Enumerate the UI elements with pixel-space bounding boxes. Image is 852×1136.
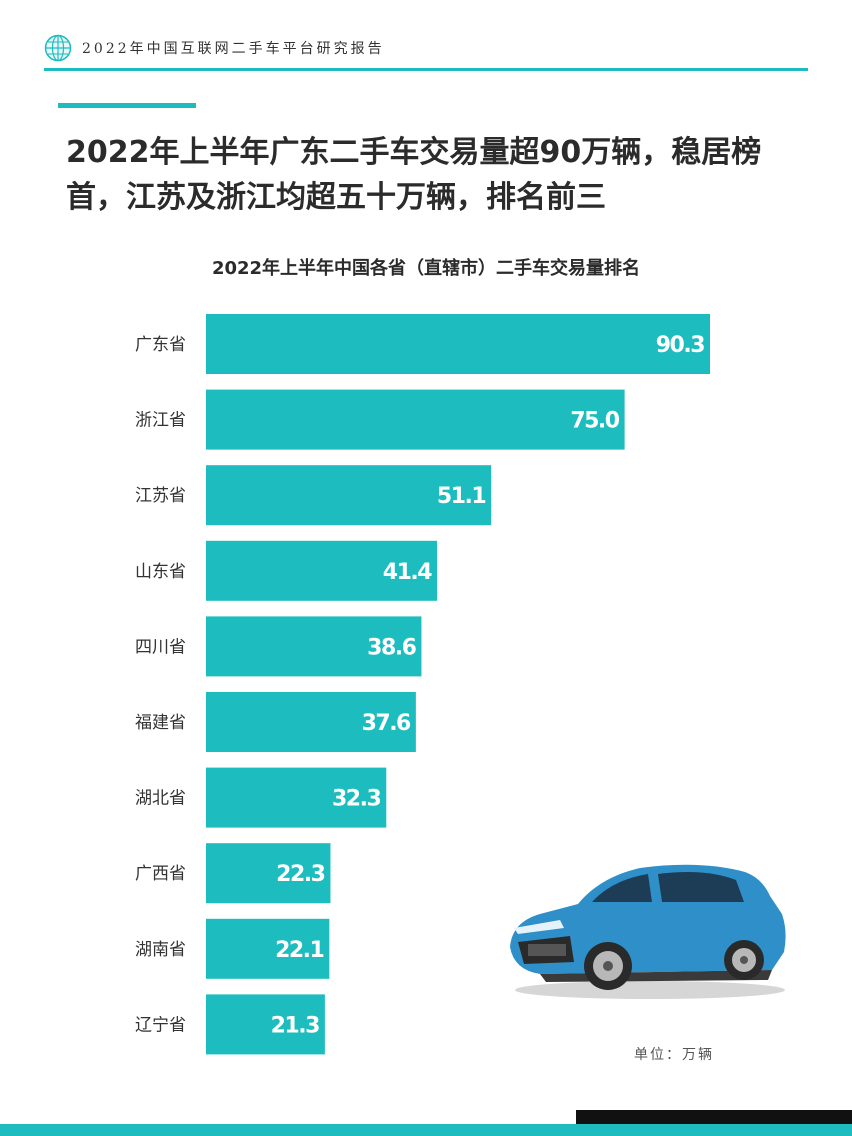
value-label-2: 75.0	[570, 409, 619, 434]
bar-8	[206, 843, 331, 904]
bar-2	[206, 389, 625, 450]
bar-chart: 广东省 90.3 浙江省 75.0 江苏省 51.1 山东省 41.4 四川省 38.6 福建省 37…	[135, 314, 710, 1055]
bar-9	[206, 918, 330, 979]
category-label-1: 广东省	[135, 335, 186, 355]
bar-1	[206, 314, 710, 374]
category-label-3: 江苏省	[135, 486, 186, 506]
value-label-8: 22.3	[276, 862, 324, 887]
bar-5	[206, 616, 422, 677]
chart-title: 2022年上半年中国各省（直辖市）二手车交易量排名	[211, 258, 641, 279]
value-label-1: 90.3	[656, 333, 704, 358]
bar-3	[206, 465, 492, 526]
category-label-10: 辽宁省	[135, 1015, 186, 1035]
value-label-9: 22.1	[275, 938, 323, 963]
report-header: 2022年中国互联网二手车平台研究报告	[44, 32, 385, 64]
header-divider	[44, 68, 808, 71]
category-label-2: 浙江省	[135, 411, 186, 431]
category-label-8: 广西省	[135, 864, 186, 884]
value-label-10: 21.3	[271, 1013, 319, 1038]
globe-logo-icon	[44, 34, 72, 62]
category-label-5: 四川省	[135, 637, 186, 657]
footer-teal-bar	[0, 1124, 852, 1136]
value-label-4: 41.4	[383, 560, 432, 585]
footer-dark-bar	[576, 1110, 852, 1124]
value-label-5: 38.6	[367, 635, 416, 660]
category-label-7: 湖北省	[135, 789, 186, 809]
unit-label: 单位：万辆	[634, 1047, 714, 1063]
bar-7	[206, 767, 387, 828]
value-label-7: 32.3	[332, 787, 380, 812]
bar-6	[206, 692, 416, 752]
bar-4	[206, 540, 438, 601]
report-title: 2022年中国互联网二手车平台研究报告	[82, 41, 385, 57]
value-label-3: 51.1	[437, 484, 485, 509]
category-label-6: 福建省	[135, 713, 186, 733]
accent-divider	[58, 103, 196, 108]
page-headline: 2022年上半年广东二手车交易量超90万辆，稳居榜首，江苏及浙江均超五十万辆，排…	[66, 135, 762, 215]
car-illustration	[510, 864, 786, 999]
value-label-6: 37.6	[362, 711, 411, 736]
bar-10	[206, 994, 325, 1055]
category-label-4: 山东省	[135, 562, 186, 582]
category-label-9: 湖南省	[135, 940, 186, 960]
